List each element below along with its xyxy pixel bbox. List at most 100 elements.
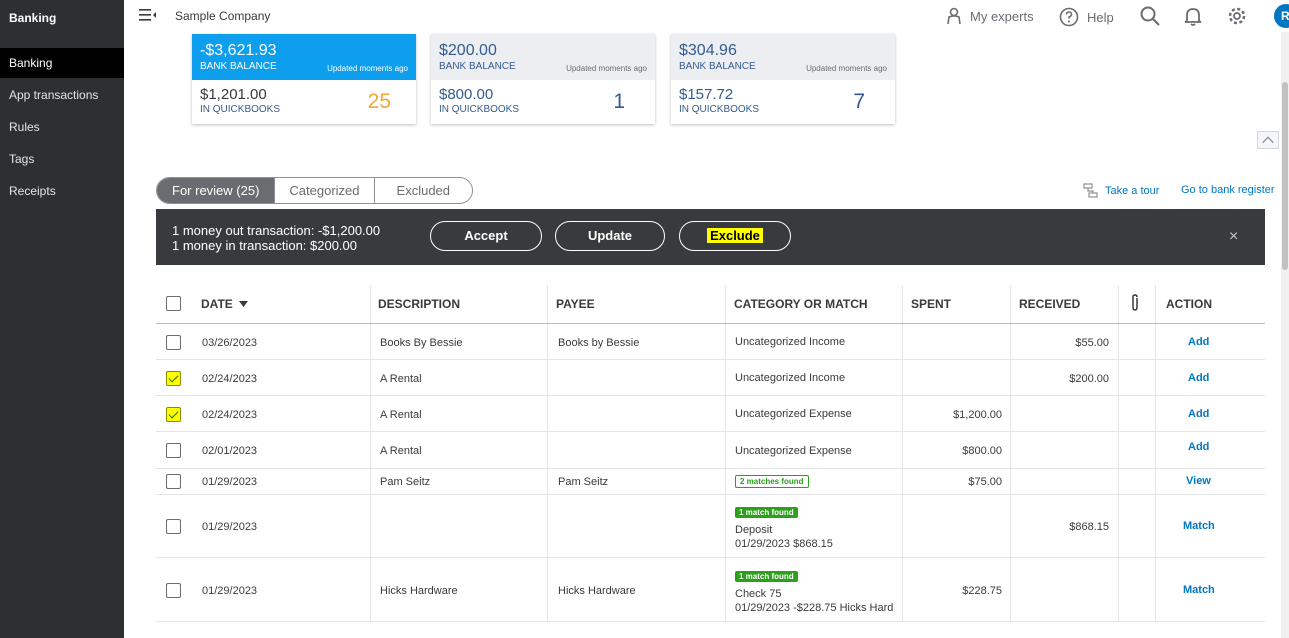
row-checkbox[interactable] bbox=[166, 519, 181, 534]
gear-icon[interactable] bbox=[1226, 5, 1248, 27]
scrollbar-track[interactable] bbox=[1281, 32, 1289, 638]
bank-balance-label: BANK BALANCE bbox=[200, 61, 277, 72]
update-button[interactable]: Update bbox=[555, 221, 665, 251]
account-card-1[interactable]: -$3,621.93 BANK BALANCE Updated moments … bbox=[192, 34, 416, 124]
row-checkbox[interactable] bbox=[166, 407, 181, 422]
account-card-2[interactable]: $200.00 BANK BALANCE Updated moments ago… bbox=[431, 34, 655, 124]
sidebar-title: Banking bbox=[9, 11, 57, 25]
row-date: 01/29/2023 bbox=[202, 585, 258, 597]
left-sidebar: Banking Banking App transactions Rules T… bbox=[0, 0, 124, 638]
match-type: Check 75 bbox=[735, 588, 782, 600]
match-found-badge: 1 match found bbox=[735, 571, 798, 582]
description-column-header[interactable]: DESCRIPTION bbox=[378, 297, 461, 311]
batch-summary: 1 money out transaction: -$1,200.00 1 mo… bbox=[172, 223, 380, 253]
action-column-header: ACTION bbox=[1166, 297, 1212, 311]
quickbooks-label: IN QUICKBOOKS bbox=[679, 104, 760, 115]
menu-collapse-icon[interactable] bbox=[139, 8, 157, 22]
payee-column-header[interactable]: PAYEE bbox=[556, 297, 595, 311]
add-button[interactable]: Add bbox=[1188, 336, 1210, 348]
tour-icon bbox=[1083, 183, 1098, 198]
row-received: $200.00 bbox=[1069, 373, 1109, 385]
table-row[interactable]: 01/29/2023 Hicks Hardware Hicks Hardware… bbox=[156, 558, 1265, 622]
received-column-header[interactable]: RECEIVED bbox=[1019, 297, 1081, 311]
row-date: 02/01/2023 bbox=[202, 445, 258, 457]
table-row[interactable]: 02/24/2023 A Rental Uncategorized Expens… bbox=[156, 396, 1265, 432]
column-divider bbox=[1155, 285, 1156, 323]
company-name: Sample Company bbox=[175, 9, 271, 23]
sidebar-item-app-transactions[interactable]: App transactions bbox=[9, 88, 99, 102]
row-date: 01/29/2023 bbox=[202, 521, 258, 533]
help-label: Help bbox=[1087, 9, 1114, 25]
row-checkbox[interactable] bbox=[166, 443, 181, 458]
row-spent: $800.00 bbox=[962, 445, 1002, 457]
match-button[interactable]: Match bbox=[1183, 584, 1215, 596]
exclude-button[interactable]: Exclude bbox=[679, 221, 791, 251]
row-description: Pam Seitz bbox=[380, 476, 431, 488]
sidebar-item-receipts[interactable]: Receipts bbox=[9, 184, 56, 198]
match-type: Deposit bbox=[735, 524, 773, 536]
scrollbar-thumb[interactable] bbox=[1282, 82, 1288, 270]
row-checkbox[interactable] bbox=[166, 371, 181, 386]
row-spent: $228.75 bbox=[962, 585, 1002, 597]
row-description: A Rental bbox=[380, 409, 422, 421]
row-payee: Hicks Hardware bbox=[558, 585, 636, 597]
row-checkbox[interactable] bbox=[166, 583, 181, 598]
date-column-header[interactable]: DATE bbox=[201, 297, 248, 311]
category-column-header[interactable]: CATEGORY OR MATCH bbox=[734, 297, 868, 311]
column-divider bbox=[725, 285, 726, 323]
column-divider bbox=[547, 285, 548, 323]
tab-for-review[interactable]: For review (25) bbox=[157, 178, 275, 203]
sidebar-item-rules[interactable]: Rules bbox=[9, 120, 40, 134]
quickbooks-label: IN QUICKBOOKS bbox=[200, 104, 281, 115]
add-button[interactable]: Add bbox=[1188, 441, 1210, 453]
view-button[interactable]: View bbox=[1186, 475, 1211, 487]
sidebar-item-tags[interactable]: Tags bbox=[9, 152, 35, 166]
my-experts-button[interactable]: My experts bbox=[946, 7, 1034, 25]
table-row[interactable]: 01/29/2023 Pam Seitz Pam Seitz 2 matches… bbox=[156, 469, 1265, 495]
select-all-checkbox[interactable] bbox=[166, 296, 181, 311]
table-row[interactable]: 02/01/2023 A Rental Uncategorized Expens… bbox=[156, 432, 1265, 469]
row-description: A Rental bbox=[380, 373, 422, 385]
collapse-cards-chevron-up-icon[interactable] bbox=[1257, 131, 1279, 149]
bank-balance: -$3,621.93 bbox=[200, 42, 277, 59]
row-checkbox[interactable] bbox=[166, 474, 181, 489]
bank-register-link[interactable]: Go to bank register bbox=[1181, 184, 1275, 196]
take-tour-label: Take a tour bbox=[1105, 185, 1160, 197]
updated-text: Updated moments ago bbox=[806, 64, 887, 73]
exclude-label: Exclude bbox=[707, 228, 763, 243]
row-date: 02/24/2023 bbox=[202, 373, 258, 385]
row-spent: $75.00 bbox=[968, 476, 1002, 488]
help-button[interactable]: Help bbox=[1059, 7, 1114, 27]
tab-categorized[interactable]: Categorized bbox=[274, 178, 373, 203]
tab-excluded[interactable]: Excluded bbox=[373, 178, 472, 203]
bell-icon[interactable] bbox=[1182, 5, 1204, 27]
accept-button[interactable]: Accept bbox=[430, 221, 542, 251]
avatar[interactable]: R bbox=[1274, 4, 1289, 28]
close-icon[interactable]: × bbox=[1229, 228, 1239, 245]
batch-action-bar: 1 money out transaction: -$1,200.00 1 mo… bbox=[156, 209, 1265, 265]
bank-balance: $304.96 bbox=[679, 42, 737, 59]
table-row[interactable]: 02/24/2023 A Rental Uncategorized Income… bbox=[156, 360, 1265, 396]
take-tour-link[interactable]: Take a tour bbox=[1083, 183, 1159, 199]
column-divider bbox=[1118, 285, 1119, 323]
row-match: 1 match found Check 75 01/29/2023 -$228.… bbox=[735, 570, 893, 615]
quickbooks-balance: $1,201.00 bbox=[200, 86, 267, 103]
column-divider bbox=[1010, 285, 1011, 323]
money-in-summary: 1 money in transaction: $200.00 bbox=[172, 238, 358, 253]
add-button[interactable]: Add bbox=[1188, 408, 1210, 420]
add-button[interactable]: Add bbox=[1188, 372, 1210, 384]
match-button[interactable]: Match bbox=[1183, 520, 1215, 532]
match-details: 01/29/2023 $868.15 bbox=[735, 538, 833, 550]
row-checkbox[interactable] bbox=[166, 335, 181, 350]
row-payee: Books by Bessie bbox=[558, 337, 640, 349]
row-date: 03/26/2023 bbox=[202, 337, 258, 349]
row-match: 1 match found Deposit 01/29/2023 $868.15 bbox=[735, 506, 833, 551]
table-row[interactable]: 03/26/2023 Books By Bessie Books by Bess… bbox=[156, 324, 1265, 360]
sidebar-item-banking[interactable]: Banking bbox=[0, 48, 124, 78]
row-category: Uncategorized Expense bbox=[735, 445, 852, 457]
table-row[interactable]: 01/29/2023 1 match found Deposit 01/29/2… bbox=[156, 495, 1265, 558]
spent-column-header[interactable]: SPENT bbox=[911, 297, 952, 311]
search-icon[interactable] bbox=[1139, 5, 1161, 27]
row-received: $55.00 bbox=[1075, 337, 1109, 349]
account-card-3[interactable]: $304.96 BANK BALANCE Updated moments ago… bbox=[671, 34, 895, 124]
